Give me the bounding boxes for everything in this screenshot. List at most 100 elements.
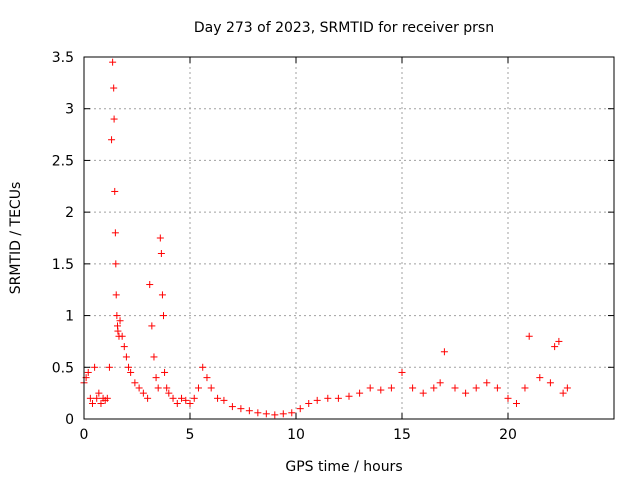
data-point <box>409 384 417 392</box>
data-point <box>245 407 253 415</box>
data-point <box>160 312 167 320</box>
y-tick-label: 0 <box>65 412 74 428</box>
data-point <box>563 384 571 392</box>
data-point <box>254 409 262 417</box>
data-point <box>194 384 202 392</box>
data-point <box>165 389 173 397</box>
data-point <box>237 405 245 413</box>
data-point <box>156 234 164 242</box>
data-point <box>305 399 313 407</box>
data-point <box>288 409 296 417</box>
y-axis-title: SRMTID / TECUs <box>8 182 24 295</box>
data-point <box>324 394 332 402</box>
data-point <box>111 229 119 237</box>
y-tick-label: 2 <box>65 205 74 221</box>
data-point <box>86 394 94 402</box>
data-point <box>279 410 287 418</box>
grid-lines <box>84 57 614 419</box>
data-point <box>493 384 501 392</box>
y-tick-label: 0.5 <box>52 360 74 376</box>
data-point <box>110 84 118 92</box>
data-point <box>173 399 181 407</box>
data-point <box>377 386 385 394</box>
data-point <box>483 379 491 387</box>
data-point <box>262 410 270 418</box>
data-point <box>207 384 215 392</box>
data-point <box>536 374 544 382</box>
data-point <box>436 379 444 387</box>
x-tick-label: 0 <box>80 427 89 443</box>
y-tick-label: 2.5 <box>52 153 74 169</box>
data-point <box>203 374 211 382</box>
axis-ticks: 0 5 10 15 20 0 0.5 1 1.5 2 2.5 3 3.5 <box>52 50 614 443</box>
data-point <box>182 396 190 404</box>
data-point <box>112 291 120 299</box>
x-tick-label: 20 <box>499 427 517 443</box>
data-point <box>313 396 321 404</box>
data-point <box>109 58 117 66</box>
data-point <box>366 384 374 392</box>
data-point <box>116 317 124 325</box>
data-point <box>154 384 162 392</box>
y-tick-label: 3 <box>65 102 74 118</box>
x-tick-label: 15 <box>393 427 411 443</box>
data-point <box>186 399 194 407</box>
data-point <box>190 394 198 402</box>
data-point <box>356 389 364 397</box>
data-point <box>135 384 143 392</box>
data-point <box>387 384 395 392</box>
x-tick-label: 5 <box>186 427 195 443</box>
data-point <box>228 403 236 411</box>
data-point <box>440 348 448 356</box>
data-point <box>161 368 169 376</box>
data-point <box>118 332 126 340</box>
data-point <box>131 379 139 387</box>
data-point <box>150 353 158 361</box>
data-point <box>113 312 121 320</box>
data-point <box>95 389 103 397</box>
data-point <box>108 136 116 144</box>
data-point <box>93 394 101 402</box>
data-point <box>419 389 427 397</box>
data-point <box>111 187 119 195</box>
data-point <box>110 115 118 123</box>
data-point <box>199 363 207 371</box>
data-point <box>97 399 105 407</box>
data-point <box>271 411 279 419</box>
x-tick-label: 10 <box>287 427 305 443</box>
data-point <box>103 394 111 402</box>
data-point <box>345 392 353 400</box>
x-axis-title: GPS time / hours <box>285 459 402 475</box>
data-point <box>163 384 171 392</box>
data-point <box>462 389 470 397</box>
data-point <box>504 394 512 402</box>
data-point <box>144 394 152 402</box>
data-point <box>105 363 113 371</box>
data-point <box>169 394 177 402</box>
data-point <box>525 332 533 340</box>
data-point <box>555 337 563 345</box>
data-point <box>296 405 304 413</box>
data-point <box>398 368 406 376</box>
data-point <box>125 363 133 371</box>
data-point <box>148 322 156 330</box>
data-point <box>430 384 438 392</box>
data-point <box>521 384 529 392</box>
data-point <box>120 343 128 351</box>
y-tick-label: 3.5 <box>52 50 74 66</box>
data-point <box>139 389 147 397</box>
y-tick-label: 1 <box>65 309 74 325</box>
data-point <box>112 260 120 268</box>
data-point <box>146 281 154 289</box>
data-point <box>88 399 96 407</box>
data-point <box>84 368 92 376</box>
data-point <box>122 353 130 361</box>
plot-frame <box>83 56 615 420</box>
data-point <box>472 384 480 392</box>
data-point <box>551 343 559 351</box>
data-point <box>334 394 342 402</box>
data-point <box>559 389 567 397</box>
data-point <box>157 250 165 258</box>
data-point <box>152 374 160 382</box>
